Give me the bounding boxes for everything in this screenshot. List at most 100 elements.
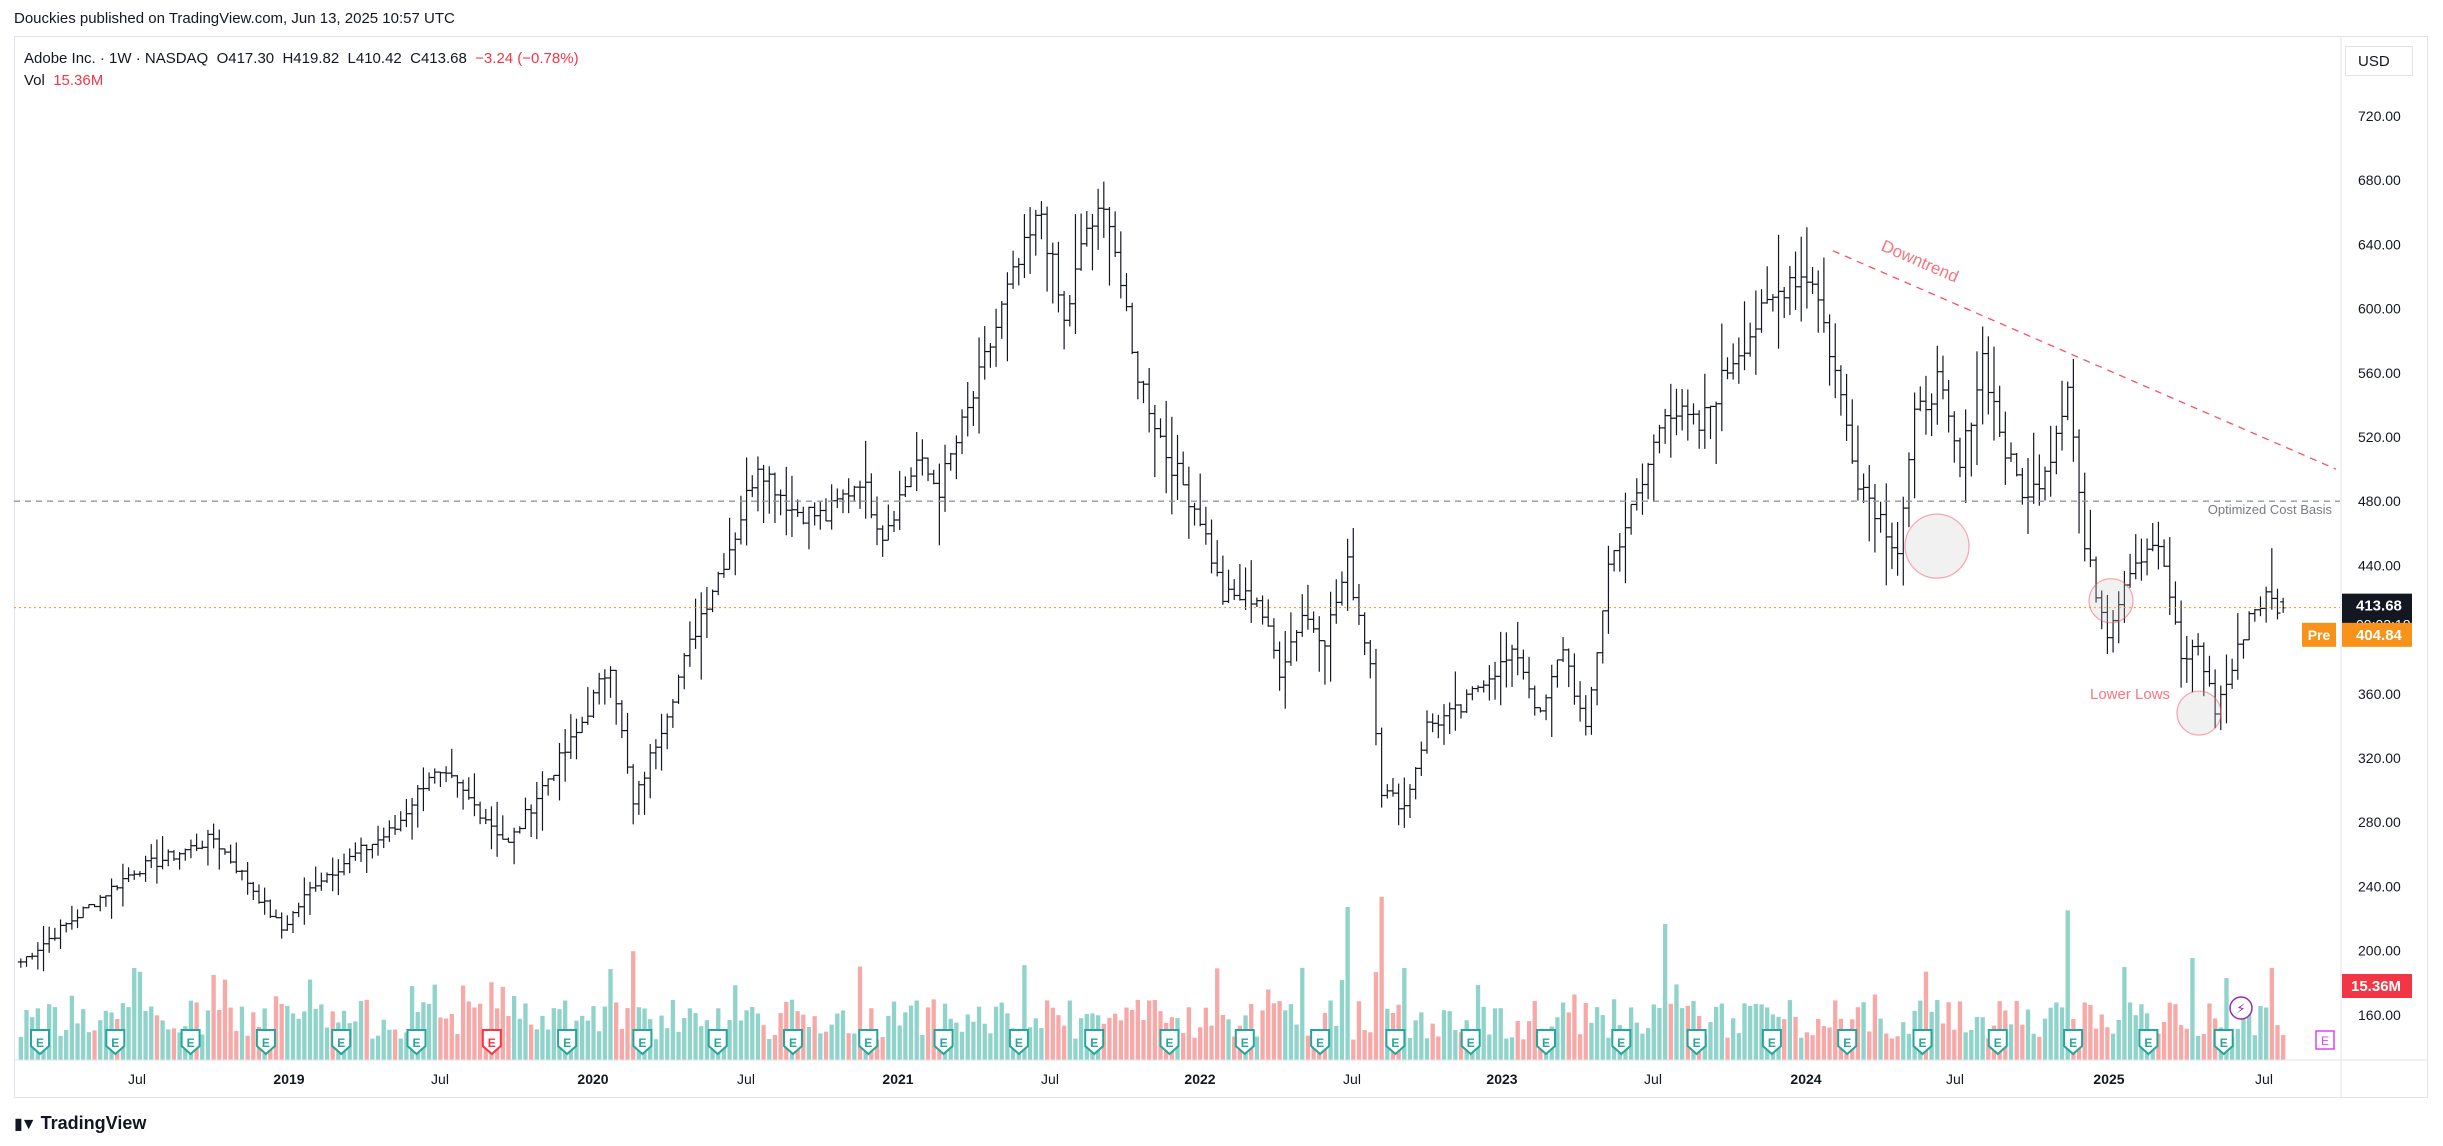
currency-selector[interactable]: USD — [2345, 46, 2413, 76]
volume-bar — [1192, 1037, 1197, 1060]
volume-bar — [982, 1023, 987, 1060]
volume-bar — [1719, 1003, 1724, 1060]
earnings-marker[interactable]: E — [255, 1029, 276, 1056]
flash-event-icon[interactable]: ⚡ — [2229, 996, 2253, 1020]
ohlc-bar — [238, 869, 245, 881]
earnings-marker[interactable]: E — [557, 1029, 578, 1056]
time-tick-label: Jul — [1644, 1071, 1662, 1087]
volume-bar — [733, 985, 738, 1060]
chart-frame[interactable] — [14, 36, 2428, 1098]
ohlc-bar — [2251, 608, 2258, 622]
earnings-marker[interactable]: E — [1385, 1029, 1406, 1056]
earnings-marker[interactable]: E — [2138, 1029, 2159, 1056]
ohlc-bar — [255, 884, 262, 904]
volume-bar — [1492, 1008, 1498, 1060]
earnings-marker[interactable]: E — [1837, 1029, 1858, 1056]
ohlc-bar — [2081, 472, 2088, 562]
earnings-marker[interactable]: E — [1912, 1029, 1933, 1056]
annotation-circle[interactable] — [2176, 690, 2222, 736]
volume-bar — [1742, 1003, 1747, 1060]
ohlc-bar — [1758, 289, 1765, 333]
ohlc-bar — [936, 463, 943, 546]
earnings-marker[interactable]: E — [180, 1029, 201, 1056]
ohlc-bar — [1231, 579, 1238, 601]
earnings-marker[interactable]: E — [1686, 1029, 1707, 1056]
ohlc-bar — [318, 872, 325, 891]
volume-bar — [2161, 1021, 2167, 1060]
ohlc-bar — [301, 877, 308, 925]
ohlc-bar — [136, 871, 143, 877]
earnings-marker[interactable]: E — [481, 1029, 502, 1056]
earnings-marker-shape — [858, 1029, 879, 1056]
earnings-marker[interactable]: E — [2063, 1029, 2084, 1056]
volume-bar — [999, 1002, 1004, 1060]
annotation-circles[interactable] — [1904, 513, 2222, 736]
volume-bar — [1594, 1007, 1600, 1060]
ohlc-bar — [1304, 584, 1311, 630]
ohlc-bar — [1469, 686, 1476, 701]
ohlc-bar — [2246, 611, 2253, 641]
volume-bar — [2133, 1015, 2138, 1060]
cost-basis-label: Optimized Cost Basis — [2208, 502, 2333, 517]
volume-bar — [1884, 1033, 1889, 1060]
earnings-marker[interactable]: E — [858, 1029, 879, 1056]
axes[interactable]: 160.00200.00240.00280.00320.00360.00400.… — [14, 36, 2427, 1097]
downtrend-line[interactable] — [1832, 250, 2337, 470]
earnings-marker[interactable]: E — [30, 1029, 50, 1056]
volume-bar — [217, 1010, 222, 1060]
earnings-marker[interactable]: E — [1761, 1029, 1782, 1056]
earnings-marker[interactable]: E — [1234, 1029, 1255, 1056]
volume-bar — [823, 1031, 829, 1060]
earnings-marker[interactable]: E — [1008, 1029, 1029, 1056]
volume-bar — [1135, 999, 1140, 1060]
ohlc-bar — [715, 571, 722, 596]
earnings-marker[interactable]: E — [331, 1029, 352, 1056]
earnings-marker[interactable]: E — [933, 1029, 954, 1056]
ohlc-bar — [1242, 567, 1249, 610]
ohlc-bar — [556, 742, 563, 801]
earnings-markers[interactable]: E E E E E E E E E E E E E E E E E E E E E E E E E E E E E E E ⚡ — [30, 996, 2335, 1056]
ohlc-bar — [1985, 336, 1992, 415]
ohlc-bar — [1792, 251, 1799, 310]
earnings-marker[interactable]: E — [1159, 1029, 1180, 1056]
ohlc-bar — [1554, 659, 1561, 688]
volume-bar — [619, 1028, 625, 1060]
volume-bar — [1515, 1021, 1520, 1060]
volume-bar — [154, 1015, 160, 1060]
annotation-circle[interactable] — [1904, 513, 1970, 579]
ohlc-bar — [522, 797, 529, 830]
ohlc-bar — [545, 778, 552, 796]
earnings-marker[interactable]: E — [1460, 1029, 1481, 1056]
ohlc-bar — [1208, 519, 1215, 574]
ohlc-bar — [533, 781, 540, 840]
earnings-marker[interactable]: E — [707, 1029, 728, 1056]
earnings-marker[interactable]: E — [105, 1029, 126, 1056]
ohlc-bar — [703, 586, 710, 638]
volume-bar — [1963, 1032, 1968, 1060]
volume-bar — [801, 1014, 806, 1060]
tradingview-logo[interactable]: ▮▼ TradingView — [14, 1113, 146, 1134]
earnings-marker[interactable]: E — [2213, 1029, 2234, 1056]
upcoming-earnings-marker[interactable]: E — [2315, 1030, 2335, 1050]
earnings-marker[interactable]: E — [1536, 1029, 1556, 1056]
ohlc-bar — [613, 669, 620, 725]
earnings-marker[interactable]: E — [1084, 1029, 1105, 1056]
volume-bar — [585, 1020, 590, 1060]
ohlc-bar — [1883, 483, 1890, 586]
volume-bar — [370, 1038, 375, 1060]
annotation-circle[interactable] — [2088, 578, 2134, 624]
volume-bar — [988, 1033, 993, 1060]
ohlc-bar — [1372, 648, 1379, 746]
volume-bar — [852, 1033, 857, 1060]
ohlc-bar — [1151, 404, 1158, 478]
earnings-marker[interactable]: E — [406, 1029, 427, 1056]
volume-bar — [2235, 1029, 2240, 1060]
volume-bar — [1782, 1019, 1787, 1060]
earnings-marker[interactable]: E — [1310, 1029, 1331, 1056]
earnings-marker[interactable]: E — [783, 1029, 803, 1056]
earnings-marker[interactable]: E — [1611, 1029, 1632, 1056]
earnings-marker[interactable]: E — [1987, 1029, 2008, 1056]
earnings-marker[interactable]: E — [632, 1029, 653, 1056]
ohlc-bar — [159, 836, 166, 870]
